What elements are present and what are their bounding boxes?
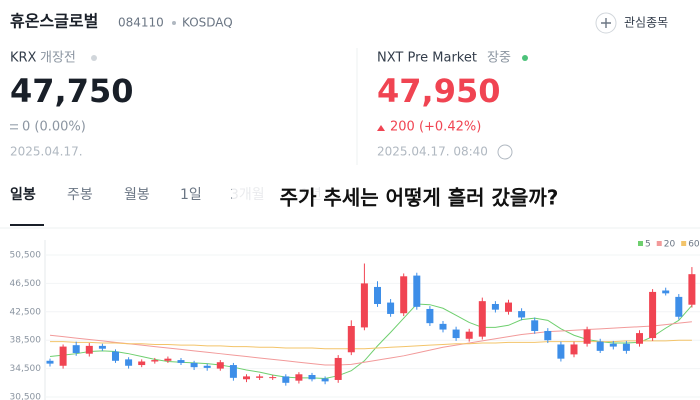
- moving-average: [50, 339, 692, 350]
- y-tick-label: 34,500: [10, 364, 42, 374]
- candle-body: [203, 365, 211, 368]
- flat-icon: [10, 128, 18, 130]
- market: KOSDAQ: [182, 16, 233, 30]
- moving-average: [49, 321, 692, 366]
- candle-body: [636, 333, 643, 344]
- flat-icon: [10, 124, 18, 126]
- y-tick-label: 42,500: [10, 307, 42, 317]
- overlay-caption: 주가 추세는 어떻게 흘러 갔을까?: [280, 186, 559, 210]
- separator-dot: [172, 21, 176, 25]
- candle-body: [112, 351, 119, 361]
- candle-body: [85, 345, 93, 354]
- candle-body: [688, 274, 696, 305]
- candle-body: [413, 275, 421, 307]
- candle-body: [282, 376, 290, 383]
- tab[interactable]: 일봉: [10, 187, 36, 203]
- candle-body: [374, 286, 381, 304]
- nxt-status: 장중: [487, 51, 511, 66]
- candle-body: [295, 374, 303, 381]
- candle-body: [46, 360, 54, 364]
- candle-body: [59, 346, 67, 366]
- chart: 50,500 46,500 42,500 38,500 34,500 30,500 5 20 6…: [10, 240, 700, 400]
- legend-swatch: [638, 241, 643, 246]
- krx-label: KRX: [10, 51, 37, 66]
- watch-button[interactable]: 관심종목: [595, 12, 668, 34]
- stock-name: 휴온스글로벌: [10, 12, 98, 31]
- candle-body: [151, 360, 159, 362]
- candle-body: [518, 311, 526, 318]
- candle-body: [544, 330, 552, 341]
- candle-body: [491, 303, 499, 310]
- candle-body: [465, 331, 473, 339]
- y-tick-label: 46,500: [10, 279, 42, 289]
- legend-label: 60: [688, 240, 700, 250]
- candle-body: [243, 376, 250, 380]
- krx-change: 0 (0.00%): [22, 120, 86, 135]
- caption-bg: [232, 182, 606, 216]
- candle-body: [269, 377, 277, 379]
- candle-body: [164, 358, 172, 361]
- krx-status: 개장전: [40, 51, 76, 66]
- tab[interactable]: 1일: [180, 187, 202, 203]
- candle-body: [478, 301, 486, 337]
- candle-body: [452, 329, 460, 339]
- krx-price: 47,750: [10, 72, 133, 110]
- tab[interactable]: 주봉: [67, 187, 93, 203]
- candle-body: [505, 302, 512, 312]
- y-tick-label: 50,500: [10, 251, 42, 261]
- candle-body: [321, 378, 329, 382]
- candle-body: [229, 365, 237, 378]
- y-tick-label: 30,500: [10, 393, 42, 400]
- candle-body: [426, 308, 434, 324]
- plus-icon: [601, 18, 611, 28]
- candle-body: [334, 357, 342, 380]
- candle-body: [622, 343, 630, 351]
- nxt-label: NXT Pre Market: [377, 51, 477, 66]
- legend-swatch: [681, 241, 687, 246]
- candle-body: [177, 360, 185, 363]
- candle-body: [400, 276, 408, 314]
- candle-body: [256, 376, 264, 378]
- stock-code: 084110: [118, 16, 164, 30]
- candle-body: [609, 343, 617, 347]
- candle-body: [125, 359, 133, 366]
- legend-label: 20: [664, 240, 676, 250]
- candle-body: [347, 326, 355, 353]
- candle-body: [675, 296, 683, 317]
- candle-body: [216, 362, 224, 369]
- legend-label: 5: [645, 240, 651, 250]
- up-icon: [377, 125, 385, 131]
- candle-body: [596, 341, 604, 351]
- info-icon: [497, 144, 513, 160]
- candle-body: [360, 283, 368, 328]
- nxt-change: 200 (+0.42%): [390, 120, 481, 135]
- candle-body: [72, 345, 80, 353]
- candle-body: [138, 361, 146, 366]
- nxt-price: 47,950: [377, 72, 500, 110]
- watch-label[interactable]: 관심종목: [624, 16, 668, 30]
- nxt-date: 2025.04.17. 08:40: [377, 145, 488, 159]
- candle-body: [387, 302, 395, 314]
- candle-body: [439, 323, 447, 330]
- candle-body: [98, 345, 106, 349]
- candle-body: [531, 320, 539, 331]
- tab[interactable]: 월봉: [124, 187, 150, 203]
- legend-swatch: [656, 241, 662, 246]
- plus-icon: [595, 12, 617, 34]
- krx-date: 2025.04.17.: [10, 145, 83, 159]
- candle-body: [557, 344, 565, 359]
- candle-body: [308, 374, 316, 380]
- status-dot: [522, 55, 528, 61]
- status-dot: [91, 55, 97, 61]
- candle-body: [583, 329, 591, 344]
- y-tick-label: 38,500: [10, 336, 42, 346]
- candle-body: [570, 344, 578, 355]
- candle-body: [662, 290, 670, 294]
- candle-body: [190, 362, 198, 368]
- candle-body: [649, 291, 657, 339]
